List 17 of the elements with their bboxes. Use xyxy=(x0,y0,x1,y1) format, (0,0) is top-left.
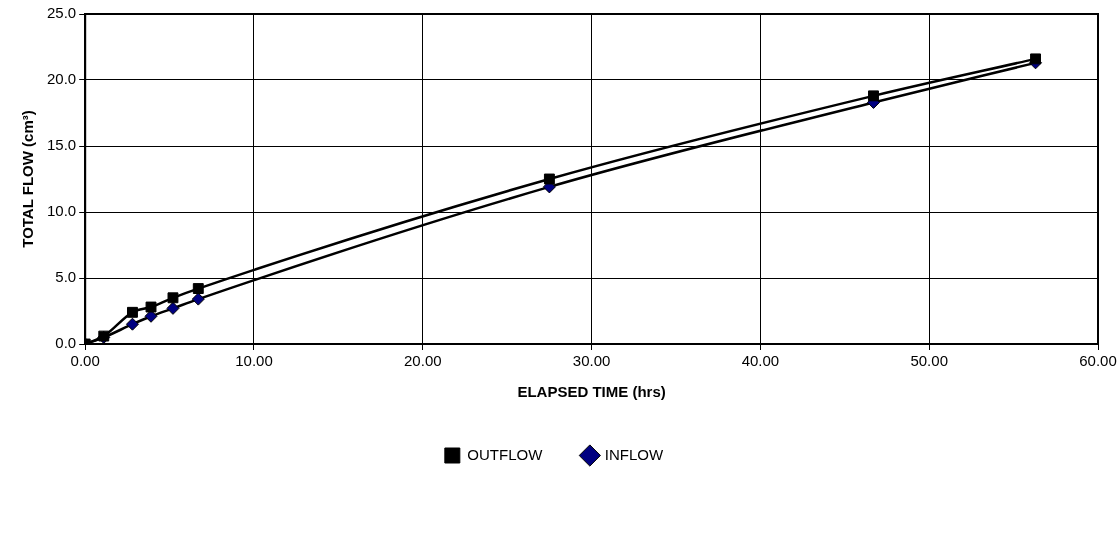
y-tick-label: 5.0 xyxy=(55,268,77,286)
y-tick-label: 25.0 xyxy=(46,4,77,22)
y-tick-label: 20.0 xyxy=(46,70,77,88)
x-tick-label: 60.00 xyxy=(1079,352,1117,370)
legend-label: INFLOW xyxy=(604,445,664,463)
x-tick-label: 50.00 xyxy=(910,352,948,370)
y-tick-label: 10.0 xyxy=(46,202,77,220)
x-tick-label: 30.00 xyxy=(572,352,611,370)
y-axis-title: TOTAL FLOW (cm³) xyxy=(19,110,37,248)
y-tick-label: 0.0 xyxy=(55,334,77,352)
legend-label: OUTFLOW xyxy=(467,445,544,463)
x-axis-title: ELAPSED TIME (hrs) xyxy=(517,383,666,401)
x-tick-label: 10.00 xyxy=(235,352,273,370)
x-tick-label: 20.00 xyxy=(404,352,442,370)
x-tick-label: 40.00 xyxy=(741,352,780,370)
y-tick-label: 15.0 xyxy=(46,136,77,154)
x-tick-label: 0.00 xyxy=(70,352,100,370)
